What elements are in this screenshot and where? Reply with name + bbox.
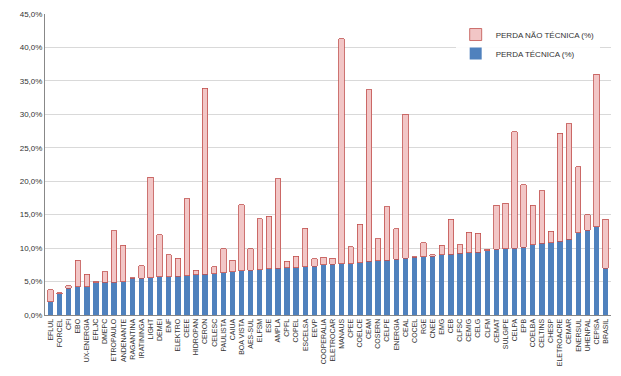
svg-text:BRASIL: BRASIL [602,319,609,344]
svg-text:CELPE: CELPE [383,318,390,341]
svg-text:EBO: EBO [74,318,81,333]
svg-text:RGE: RGE [420,318,427,334]
svg-text:EEVP: EEVP [311,318,318,337]
svg-text:CEMAR: CEMAR [565,319,572,344]
svg-text:CPFL: CPFL [283,319,290,337]
svg-text:COELBA: COELBA [529,318,536,347]
svg-text:ESE: ESE [265,318,272,332]
svg-text:ELETROCAR: ELETROCAR [329,319,336,362]
svg-text:ELETROACRE: ELETROACRE [556,318,563,366]
svg-text:PERDA TÉCNICA (%): PERDA TÉCNICA (%) [496,50,575,59]
svg-text:CEPISA: CEPISA [593,318,600,344]
svg-text:40,0%: 40,0% [20,43,43,52]
svg-text:ENERGIA: ENERGIA [393,318,400,350]
svg-text:CERON: CERON [201,319,208,344]
svg-text:0,0%: 0,0% [24,311,42,320]
svg-text:AES-SUL: AES-SUL [247,319,254,349]
svg-text:IRATININGA: IRATININGA [138,318,145,358]
svg-text:MANAUS: MANAUS [338,318,345,348]
svg-text:20,0%: 20,0% [20,177,43,186]
svg-text:AMPLA: AMPLA [274,318,281,342]
svg-text:UHENPAL: UHENPAL [584,319,591,352]
svg-text:COOPERALIA: COOPERALIA [320,318,327,364]
svg-text:CELESC: CELESC [211,319,218,347]
svg-text:CEAM: CEAM [365,319,372,339]
svg-text:CEB: CEB [447,318,454,333]
svg-text:CEEE: CEEE [183,318,190,337]
svg-text:RAGANTINA: RAGANTINA [129,318,136,359]
svg-text:PAULISTA: PAULISTA [220,318,227,351]
svg-text:ENERSUL: ENERSUL [575,319,582,352]
svg-text:CELG: CELG [474,319,481,338]
svg-text:EMG: EMG [438,319,445,335]
svg-text:ETROPAULO: ETROPAULO [110,318,117,361]
svg-text:CAIUA: CAIUA [229,318,236,340]
svg-text:CEMAT: CEMAT [493,318,500,343]
svg-text:EFLUL: EFLUL [47,319,54,341]
svg-text:CELPA: CELPA [511,318,518,341]
svg-text:LIGHT: LIGHT [147,318,154,339]
svg-text:DEMEI: DEMEI [156,319,163,341]
svg-text:35,0%: 35,0% [20,77,43,86]
svg-text:CLFSC: CLFSC [456,319,463,342]
svg-text:ANDENANTE: ANDENANTE [120,318,127,362]
svg-text:CPEE: CPEE [347,318,354,337]
svg-text:EPB: EPB [520,318,527,332]
svg-text:BOA VISTA: BOA VISTA [238,318,245,354]
svg-text:COCEL: COCEL [411,319,418,343]
svg-text:PERDA NÃO TÉCNICA (%): PERDA NÃO TÉCNICA (%) [496,31,594,40]
svg-text:UX-ENERGIA: UX-ENERGIA [83,318,90,362]
svg-text:15,0%: 15,0% [20,210,43,219]
svg-text:CLFM: CLFM [484,319,491,338]
svg-text:FORCEL: FORCEL [56,319,63,348]
svg-text:5,0%: 5,0% [24,277,42,286]
svg-text:CHESP: CHESP [547,318,554,342]
svg-text:10,0%: 10,0% [20,244,43,253]
svg-text:45,0%: 45,0% [20,10,43,19]
svg-text:ENF: ENF [165,319,172,333]
svg-text:CELTINS: CELTINS [538,318,545,347]
svg-text:30,0%: 30,0% [20,110,43,119]
svg-text:EFLJC: EFLJC [92,319,99,340]
svg-text:ELFSM: ELFSM [256,319,263,343]
svg-text:COELCE: COELCE [356,318,363,347]
svg-text:ELEKTRO: ELEKTRO [174,318,181,351]
svg-text:DMEPC: DMEPC [101,319,108,344]
svg-text:CNEE: CNEE [429,318,436,338]
svg-text:COSERN: COSERN [374,319,381,349]
svg-text:ESCELSA: ESCELSA [302,318,309,351]
svg-text:CEMIG: CEMIG [465,319,472,342]
svg-text:HIDROPAN: HIDROPAN [192,319,199,355]
svg-text:SULGIPE: SULGIPE [502,318,509,349]
svg-text:COPEL: COPEL [292,319,299,343]
svg-text:25,0%: 25,0% [20,144,43,153]
svg-text:CEAL: CEAL [402,319,409,337]
svg-text:CFI: CFI [65,319,72,330]
